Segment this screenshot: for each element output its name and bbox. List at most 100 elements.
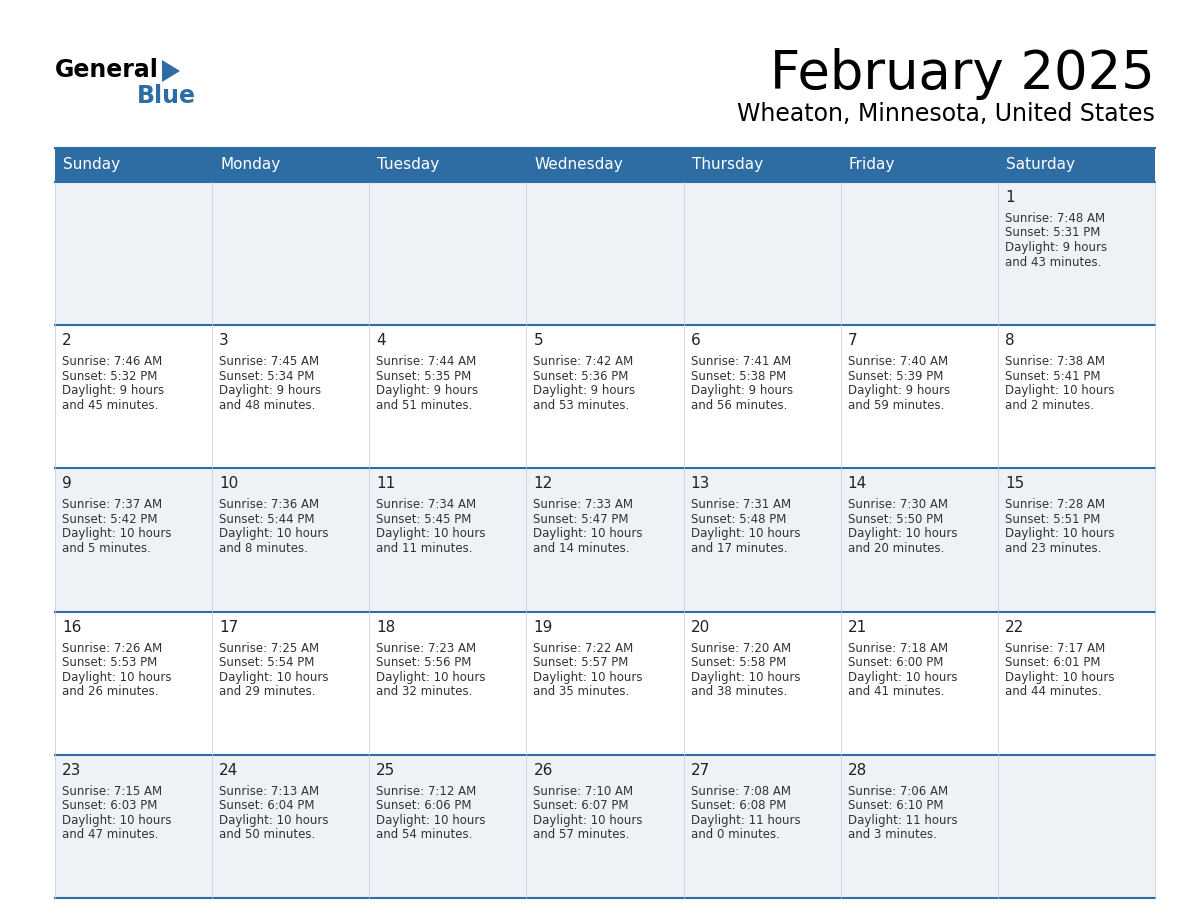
Text: Sunrise: 7:08 AM: Sunrise: 7:08 AM (690, 785, 790, 798)
Text: 12: 12 (533, 476, 552, 491)
Text: Daylight: 10 hours: Daylight: 10 hours (533, 528, 643, 541)
Bar (683, 148, 841, 182)
Bar (683, 182, 841, 325)
Bar (213, 325, 369, 468)
Text: Sunrise: 7:45 AM: Sunrise: 7:45 AM (219, 355, 320, 368)
Bar (998, 611, 1155, 755)
Bar (55, 325, 213, 468)
Text: and 48 minutes.: and 48 minutes. (219, 398, 316, 411)
Text: and 3 minutes.: and 3 minutes. (848, 828, 936, 841)
Text: Daylight: 11 hours: Daylight: 11 hours (690, 813, 801, 827)
Text: Sunset: 6:03 PM: Sunset: 6:03 PM (62, 800, 157, 812)
Bar (998, 468, 1155, 611)
Text: and 0 minutes.: and 0 minutes. (690, 828, 779, 841)
Text: Sunrise: 7:15 AM: Sunrise: 7:15 AM (62, 785, 162, 798)
Text: Sunset: 5:56 PM: Sunset: 5:56 PM (377, 656, 472, 669)
Text: 19: 19 (533, 620, 552, 634)
Text: Daylight: 10 hours: Daylight: 10 hours (533, 671, 643, 684)
Text: Sunrise: 7:18 AM: Sunrise: 7:18 AM (848, 642, 948, 655)
Text: and 57 minutes.: and 57 minutes. (533, 828, 630, 841)
Text: and 59 minutes.: and 59 minutes. (848, 398, 944, 411)
Text: Daylight: 9 hours: Daylight: 9 hours (690, 385, 792, 397)
Text: Sunrise: 7:30 AM: Sunrise: 7:30 AM (848, 498, 948, 511)
Text: and 38 minutes.: and 38 minutes. (690, 685, 786, 698)
Bar (526, 468, 683, 611)
Bar (369, 148, 526, 182)
Text: and 32 minutes.: and 32 minutes. (377, 685, 473, 698)
Text: Sunset: 5:31 PM: Sunset: 5:31 PM (1005, 227, 1100, 240)
Text: Daylight: 9 hours: Daylight: 9 hours (219, 385, 321, 397)
Text: Daylight: 10 hours: Daylight: 10 hours (1005, 528, 1114, 541)
Bar (526, 325, 683, 468)
Text: Sunset: 5:58 PM: Sunset: 5:58 PM (690, 656, 785, 669)
Text: Sunset: 6:08 PM: Sunset: 6:08 PM (690, 800, 786, 812)
Text: Sunrise: 7:37 AM: Sunrise: 7:37 AM (62, 498, 162, 511)
Text: Sunset: 5:57 PM: Sunset: 5:57 PM (533, 656, 628, 669)
Text: and 53 minutes.: and 53 minutes. (533, 398, 630, 411)
Bar (369, 325, 526, 468)
Bar (526, 755, 683, 898)
Text: 1: 1 (1005, 190, 1015, 205)
Text: 4: 4 (377, 333, 386, 348)
Text: Sunset: 5:39 PM: Sunset: 5:39 PM (848, 370, 943, 383)
Text: 20: 20 (690, 620, 709, 634)
Text: 9: 9 (62, 476, 71, 491)
Text: and 14 minutes.: and 14 minutes. (533, 542, 630, 554)
Text: 8: 8 (1005, 333, 1015, 348)
Text: Sunset: 5:41 PM: Sunset: 5:41 PM (1005, 370, 1100, 383)
Text: Sunrise: 7:28 AM: Sunrise: 7:28 AM (1005, 498, 1105, 511)
Text: Daylight: 9 hours: Daylight: 9 hours (62, 385, 164, 397)
Text: Sunset: 5:44 PM: Sunset: 5:44 PM (219, 513, 315, 526)
Bar (55, 148, 213, 182)
Text: General: General (55, 58, 159, 82)
Text: and 2 minutes.: and 2 minutes. (1005, 398, 1094, 411)
Bar (213, 755, 369, 898)
Bar (841, 182, 998, 325)
Text: Sunrise: 7:34 AM: Sunrise: 7:34 AM (377, 498, 476, 511)
Text: and 20 minutes.: and 20 minutes. (848, 542, 944, 554)
Text: Sunset: 6:07 PM: Sunset: 6:07 PM (533, 800, 628, 812)
Bar (369, 755, 526, 898)
Bar (998, 325, 1155, 468)
Bar (998, 755, 1155, 898)
Bar (841, 611, 998, 755)
Text: Daylight: 9 hours: Daylight: 9 hours (533, 385, 636, 397)
Text: 22: 22 (1005, 620, 1024, 634)
Text: Daylight: 10 hours: Daylight: 10 hours (62, 528, 171, 541)
Text: and 51 minutes.: and 51 minutes. (377, 398, 473, 411)
Text: Sunrise: 7:31 AM: Sunrise: 7:31 AM (690, 498, 791, 511)
Text: Sunset: 6:10 PM: Sunset: 6:10 PM (848, 800, 943, 812)
Text: 3: 3 (219, 333, 229, 348)
Text: Sunset: 5:35 PM: Sunset: 5:35 PM (377, 370, 472, 383)
Text: 7: 7 (848, 333, 858, 348)
Text: Sunset: 5:54 PM: Sunset: 5:54 PM (219, 656, 315, 669)
Text: 15: 15 (1005, 476, 1024, 491)
Text: 5: 5 (533, 333, 543, 348)
Text: Sunset: 5:48 PM: Sunset: 5:48 PM (690, 513, 786, 526)
Text: Daylight: 10 hours: Daylight: 10 hours (219, 813, 329, 827)
Text: and 56 minutes.: and 56 minutes. (690, 398, 786, 411)
Text: Sunrise: 7:41 AM: Sunrise: 7:41 AM (690, 355, 791, 368)
Text: Sunrise: 7:38 AM: Sunrise: 7:38 AM (1005, 355, 1105, 368)
Text: 21: 21 (848, 620, 867, 634)
Bar (683, 325, 841, 468)
Bar (683, 755, 841, 898)
Text: 25: 25 (377, 763, 396, 778)
Text: Daylight: 10 hours: Daylight: 10 hours (848, 528, 958, 541)
Bar (998, 182, 1155, 325)
Text: 23: 23 (62, 763, 81, 778)
Text: 10: 10 (219, 476, 239, 491)
Text: Sunset: 6:04 PM: Sunset: 6:04 PM (219, 800, 315, 812)
Bar (369, 182, 526, 325)
Text: Sunrise: 7:13 AM: Sunrise: 7:13 AM (219, 785, 320, 798)
Bar (55, 468, 213, 611)
Text: and 54 minutes.: and 54 minutes. (377, 828, 473, 841)
Text: Saturday: Saturday (1006, 158, 1075, 173)
Text: and 23 minutes.: and 23 minutes. (1005, 542, 1101, 554)
Text: Daylight: 10 hours: Daylight: 10 hours (219, 528, 329, 541)
Text: Daylight: 9 hours: Daylight: 9 hours (848, 385, 950, 397)
Text: Sunrise: 7:36 AM: Sunrise: 7:36 AM (219, 498, 320, 511)
Text: 13: 13 (690, 476, 710, 491)
Text: Sunrise: 7:17 AM: Sunrise: 7:17 AM (1005, 642, 1105, 655)
Text: 2: 2 (62, 333, 71, 348)
